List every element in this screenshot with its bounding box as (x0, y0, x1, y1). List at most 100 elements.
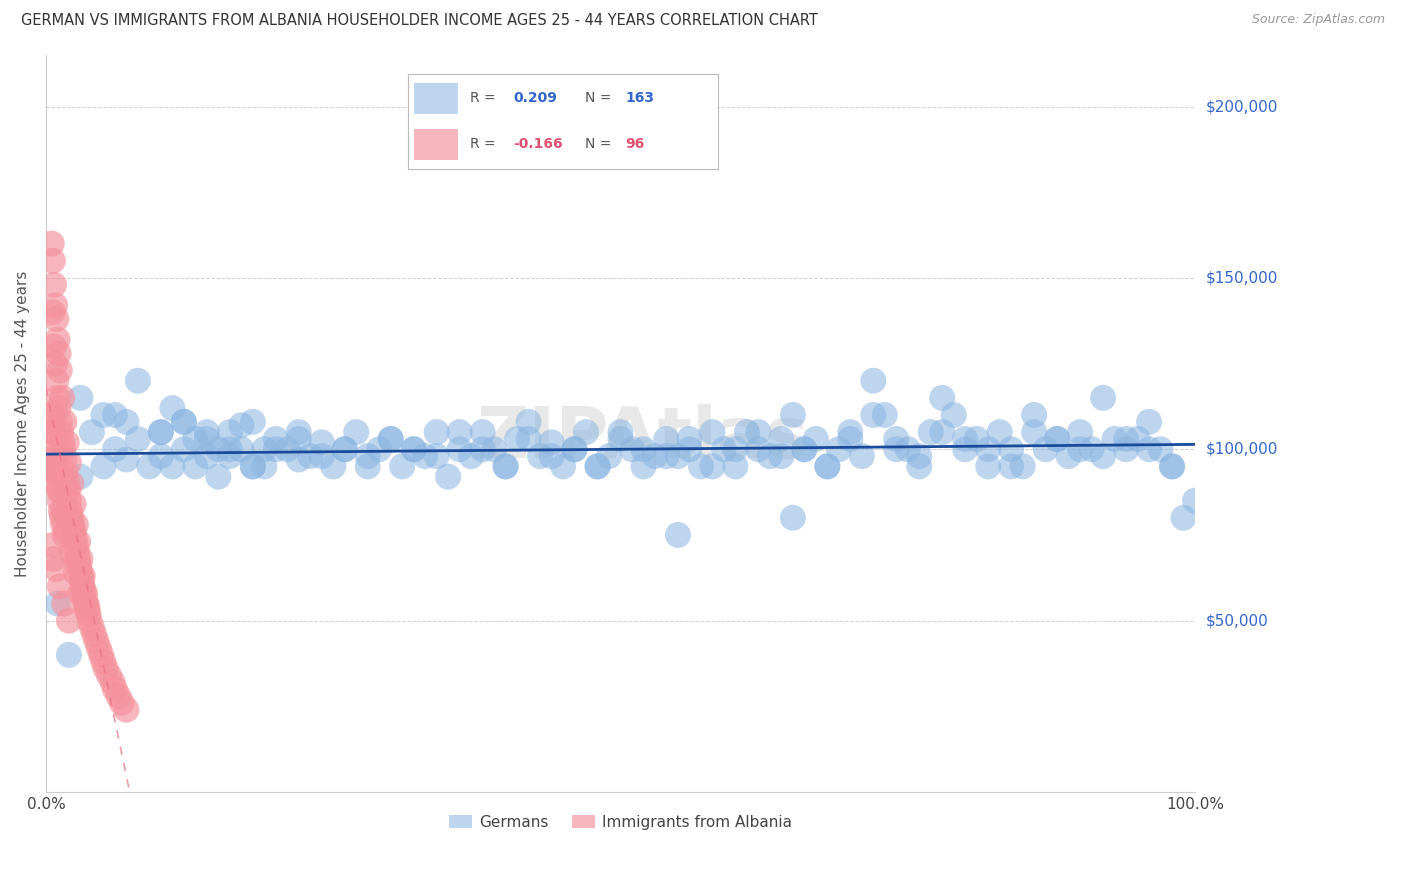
Point (77, 607, 100, 621)
Point (56, 483, 79, 498)
Point (242, 415, 264, 429)
Point (87, 640, 110, 655)
Point (55, 435, 77, 450)
Point (1173, 510, 1195, 524)
Point (62, 497, 84, 511)
Point (1184, 493, 1206, 508)
Text: ZIPAtlas: ZIPAtlas (477, 404, 810, 473)
Point (195, 432, 218, 446)
Point (69, 391, 91, 405)
Point (517, 415, 540, 429)
Point (58, 510, 80, 524)
Point (51, 510, 73, 524)
Point (184, 459, 207, 474)
Point (65, 566, 87, 580)
Point (41, 538, 63, 552)
Point (65, 517, 87, 532)
Point (1035, 442, 1057, 457)
Point (1011, 459, 1033, 474)
Point (655, 449, 678, 463)
Point (1161, 459, 1184, 474)
Point (67, 534, 90, 549)
Point (471, 442, 494, 457)
Point (931, 425, 953, 439)
Point (609, 425, 631, 439)
Point (45, 374, 67, 388)
Point (49, 483, 72, 498)
Point (41, 459, 63, 474)
Point (402, 442, 425, 457)
Point (46, 597, 69, 611)
Point (644, 449, 666, 463)
Point (48, 346, 70, 360)
Point (115, 703, 138, 717)
Point (46, 476, 69, 491)
Point (127, 432, 149, 446)
Point (897, 442, 920, 457)
Point (506, 432, 529, 446)
Point (60, 476, 83, 491)
Point (93, 408, 115, 422)
Point (62, 524, 84, 539)
Point (322, 459, 344, 474)
Point (73, 586, 96, 600)
Point (253, 442, 276, 457)
Point (264, 432, 287, 446)
Point (90, 648, 112, 662)
Point (65, 538, 87, 552)
Point (231, 418, 253, 433)
Point (173, 415, 195, 429)
Point (1000, 442, 1022, 457)
Point (311, 449, 333, 463)
Point (195, 449, 218, 463)
Point (873, 408, 896, 422)
Point (1069, 442, 1091, 457)
Point (770, 432, 793, 446)
Point (828, 442, 851, 457)
Point (41, 236, 63, 251)
Point (287, 425, 309, 439)
Point (111, 696, 134, 710)
Point (76, 603, 98, 617)
Point (66, 545, 89, 559)
Point (759, 449, 782, 463)
Point (173, 415, 195, 429)
Point (1092, 449, 1115, 463)
Point (564, 442, 586, 457)
Point (67, 552, 90, 566)
Point (482, 442, 505, 457)
Point (540, 449, 562, 463)
Point (73, 593, 96, 607)
Point (60, 510, 83, 524)
Point (713, 442, 735, 457)
Point (72, 579, 94, 593)
Point (55, 476, 77, 491)
Text: $100,000: $100,000 (1206, 442, 1278, 457)
Point (287, 452, 309, 467)
Point (44, 357, 66, 371)
Point (633, 459, 655, 474)
Point (207, 442, 229, 457)
Point (357, 449, 380, 463)
Point (1024, 408, 1046, 422)
Point (104, 442, 127, 457)
Point (69, 469, 91, 483)
Point (42, 253, 65, 268)
Text: $200,000: $200,000 (1206, 99, 1278, 114)
Point (162, 459, 184, 474)
Point (1080, 442, 1102, 457)
Point (551, 459, 574, 474)
Point (495, 459, 517, 474)
Y-axis label: Householder Income Ages 25 - 44 years: Householder Income Ages 25 - 44 years (15, 270, 30, 577)
Text: $50,000: $50,000 (1206, 613, 1268, 628)
Point (45, 562, 67, 576)
Point (690, 459, 713, 474)
Point (149, 425, 172, 439)
Point (908, 459, 931, 474)
Point (966, 432, 988, 446)
Point (58, 614, 80, 628)
Point (42, 305, 65, 319)
Point (884, 442, 907, 457)
Point (44, 298, 66, 312)
Point (609, 432, 631, 446)
